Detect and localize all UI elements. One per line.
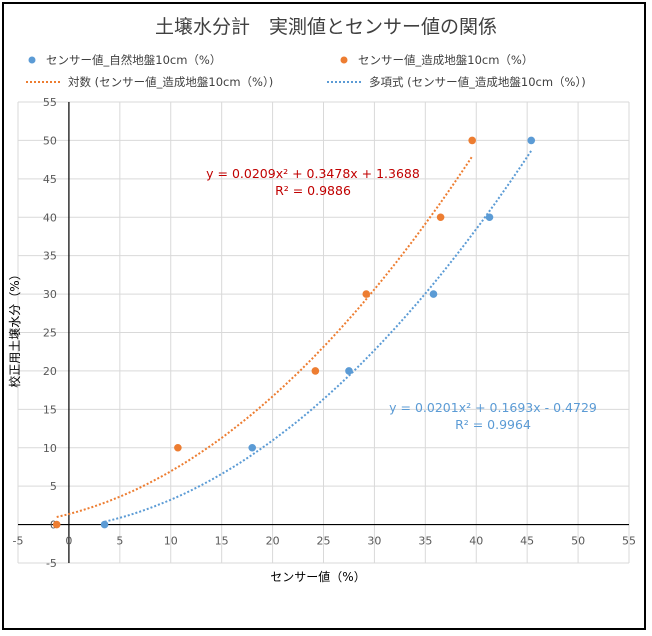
x-tick-label: 15 (215, 535, 229, 548)
r2-blue: R² = 0.9964 (455, 417, 531, 432)
trendline-0 (56, 155, 474, 518)
x-tick-label: 25 (317, 535, 331, 548)
y-tick-label: 45 (43, 173, 57, 186)
point-series-0 (345, 367, 353, 375)
equation-blue: y = 0.0201x² + 0.1693x - 0.4729 (389, 400, 597, 415)
tick-labels: -50510152025303540455055-505101520253035… (13, 96, 636, 570)
axes (18, 102, 629, 563)
trendlines (56, 150, 533, 523)
point-series-0 (429, 290, 438, 298)
y-tick-label: 50 (43, 134, 57, 147)
x-tick-label: 35 (418, 535, 432, 548)
y-tick-label: 20 (43, 365, 57, 378)
point-series-0 (100, 520, 109, 529)
data-points (52, 136, 536, 529)
x-tick-label: 55 (622, 535, 636, 548)
y-tick-label: 25 (43, 327, 57, 340)
point-series-1 (362, 290, 371, 298)
legend-label-log-trend: 対数 (センサー値_造成地盤10cm（%）) (68, 75, 273, 89)
chart-title: 土壌水分計 実測値とセンサー値の関係 (155, 16, 497, 38)
x-tick-label: 30 (367, 535, 381, 548)
legend-marker-developed (340, 56, 348, 64)
y-tick-label: 40 (43, 211, 57, 224)
y-tick-label: 55 (43, 96, 57, 109)
x-tick-label: 20 (266, 535, 280, 548)
y-axis-label: 校正用土壌水分（%） (7, 268, 22, 387)
y-tick-label: 15 (43, 403, 57, 416)
legend-label-natural: センサー値_自然地盤10cm（%） (46, 53, 221, 67)
point-series-1 (174, 443, 182, 452)
y-tick-label: 10 (43, 442, 57, 455)
equation-orange: y = 0.0209x² + 0.3478x + 1.3688 (206, 166, 420, 181)
gridlines (17, 101, 630, 564)
x-tick-label: 45 (520, 535, 534, 548)
point-series-1 (52, 520, 61, 529)
point-series-0 (527, 136, 536, 145)
legend-marker-natural (28, 56, 36, 64)
x-tick-label: 5 (116, 535, 123, 548)
point-series-1 (468, 136, 476, 145)
y-tick-label: 30 (43, 288, 57, 301)
x-tick-label: 10 (164, 535, 178, 548)
x-tick-label: -5 (13, 535, 24, 548)
r2-orange: R² = 0.9886 (275, 183, 351, 198)
legend-label-poly-trend: 多項式 (センサー値_造成地盤10cm（%）) (369, 75, 586, 89)
x-tick-label: 40 (469, 535, 483, 548)
point-series-1 (311, 367, 320, 375)
y-tick-label: -5 (46, 557, 57, 570)
y-tick-label: 5 (50, 480, 57, 493)
x-tick-label: 50 (571, 535, 585, 548)
x-tick-label: 0 (65, 535, 72, 548)
trendline-1 (104, 150, 533, 523)
y-tick-label: 35 (43, 250, 57, 263)
point-series-1 (436, 213, 445, 222)
point-series-0 (248, 443, 257, 452)
legend-label-developed: センサー値_造成地盤10cm（%） (358, 53, 533, 67)
x-axis-label: センサー値（%） (270, 569, 365, 584)
point-series-0 (485, 213, 494, 222)
